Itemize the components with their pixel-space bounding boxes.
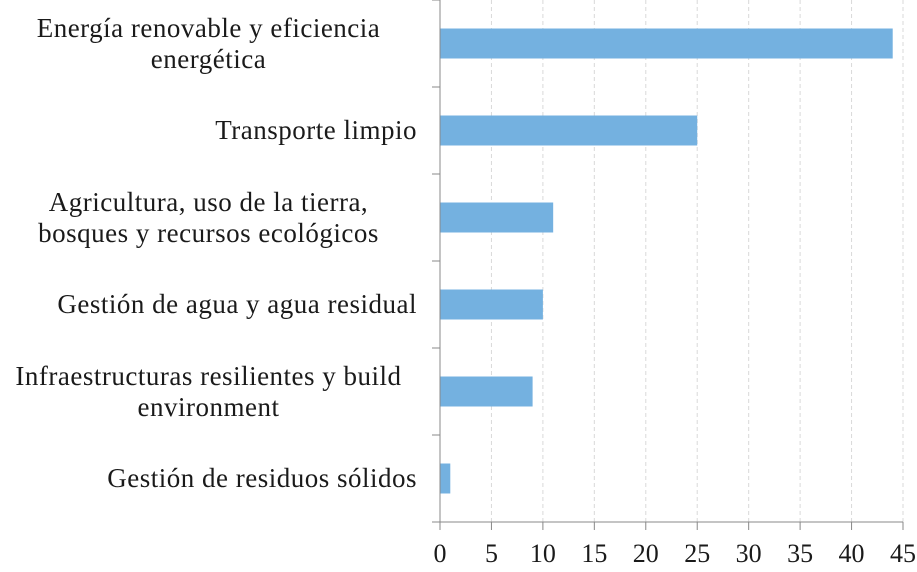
y-tick-label: Energía renovable y eficiencia energétic…: [36, 12, 381, 74]
bar: [440, 289, 543, 320]
y-tick-label: Infraestructuras resilientes y build env…: [15, 360, 402, 422]
bar: [440, 115, 698, 146]
x-tick-label: 35: [787, 539, 813, 568]
bar: [440, 463, 451, 494]
x-tick-label: 5: [485, 539, 498, 568]
x-tick-label: 15: [581, 539, 607, 568]
x-tick-label: 45: [890, 539, 916, 568]
x-tick-label: 40: [839, 539, 865, 568]
y-tick-label: Gestión de residuos sólidos: [107, 463, 417, 493]
bar: [440, 28, 893, 59]
y-tick-label: Gestión de agua y agua residual: [57, 289, 417, 319]
y-tick-label: Agricultura, uso de la tierra, bosques y…: [38, 186, 379, 248]
y-tick-label-box: Gestión de residuos sólidos: [0, 435, 417, 522]
y-tick-label-box: Transporte limpio: [0, 87, 417, 174]
bar: [440, 376, 533, 407]
x-tick-label: 25: [684, 539, 710, 568]
x-tick-label: 30: [736, 539, 762, 568]
y-tick-label-box: Infraestructuras resilientes y build env…: [0, 348, 417, 435]
bar: [440, 202, 554, 233]
x-tick-label: 10: [530, 539, 556, 568]
x-tick-label: 0: [434, 539, 447, 568]
y-tick-label-box: Energía renovable y eficiencia energétic…: [0, 0, 417, 87]
y-tick-label-box: Agricultura, uso de la tierra, bosques y…: [0, 174, 417, 261]
y-tick-label-box: Gestión de agua y agua residual: [0, 261, 417, 348]
x-tick-label: 20: [633, 539, 659, 568]
y-tick-label: Transporte limpio: [215, 115, 417, 145]
